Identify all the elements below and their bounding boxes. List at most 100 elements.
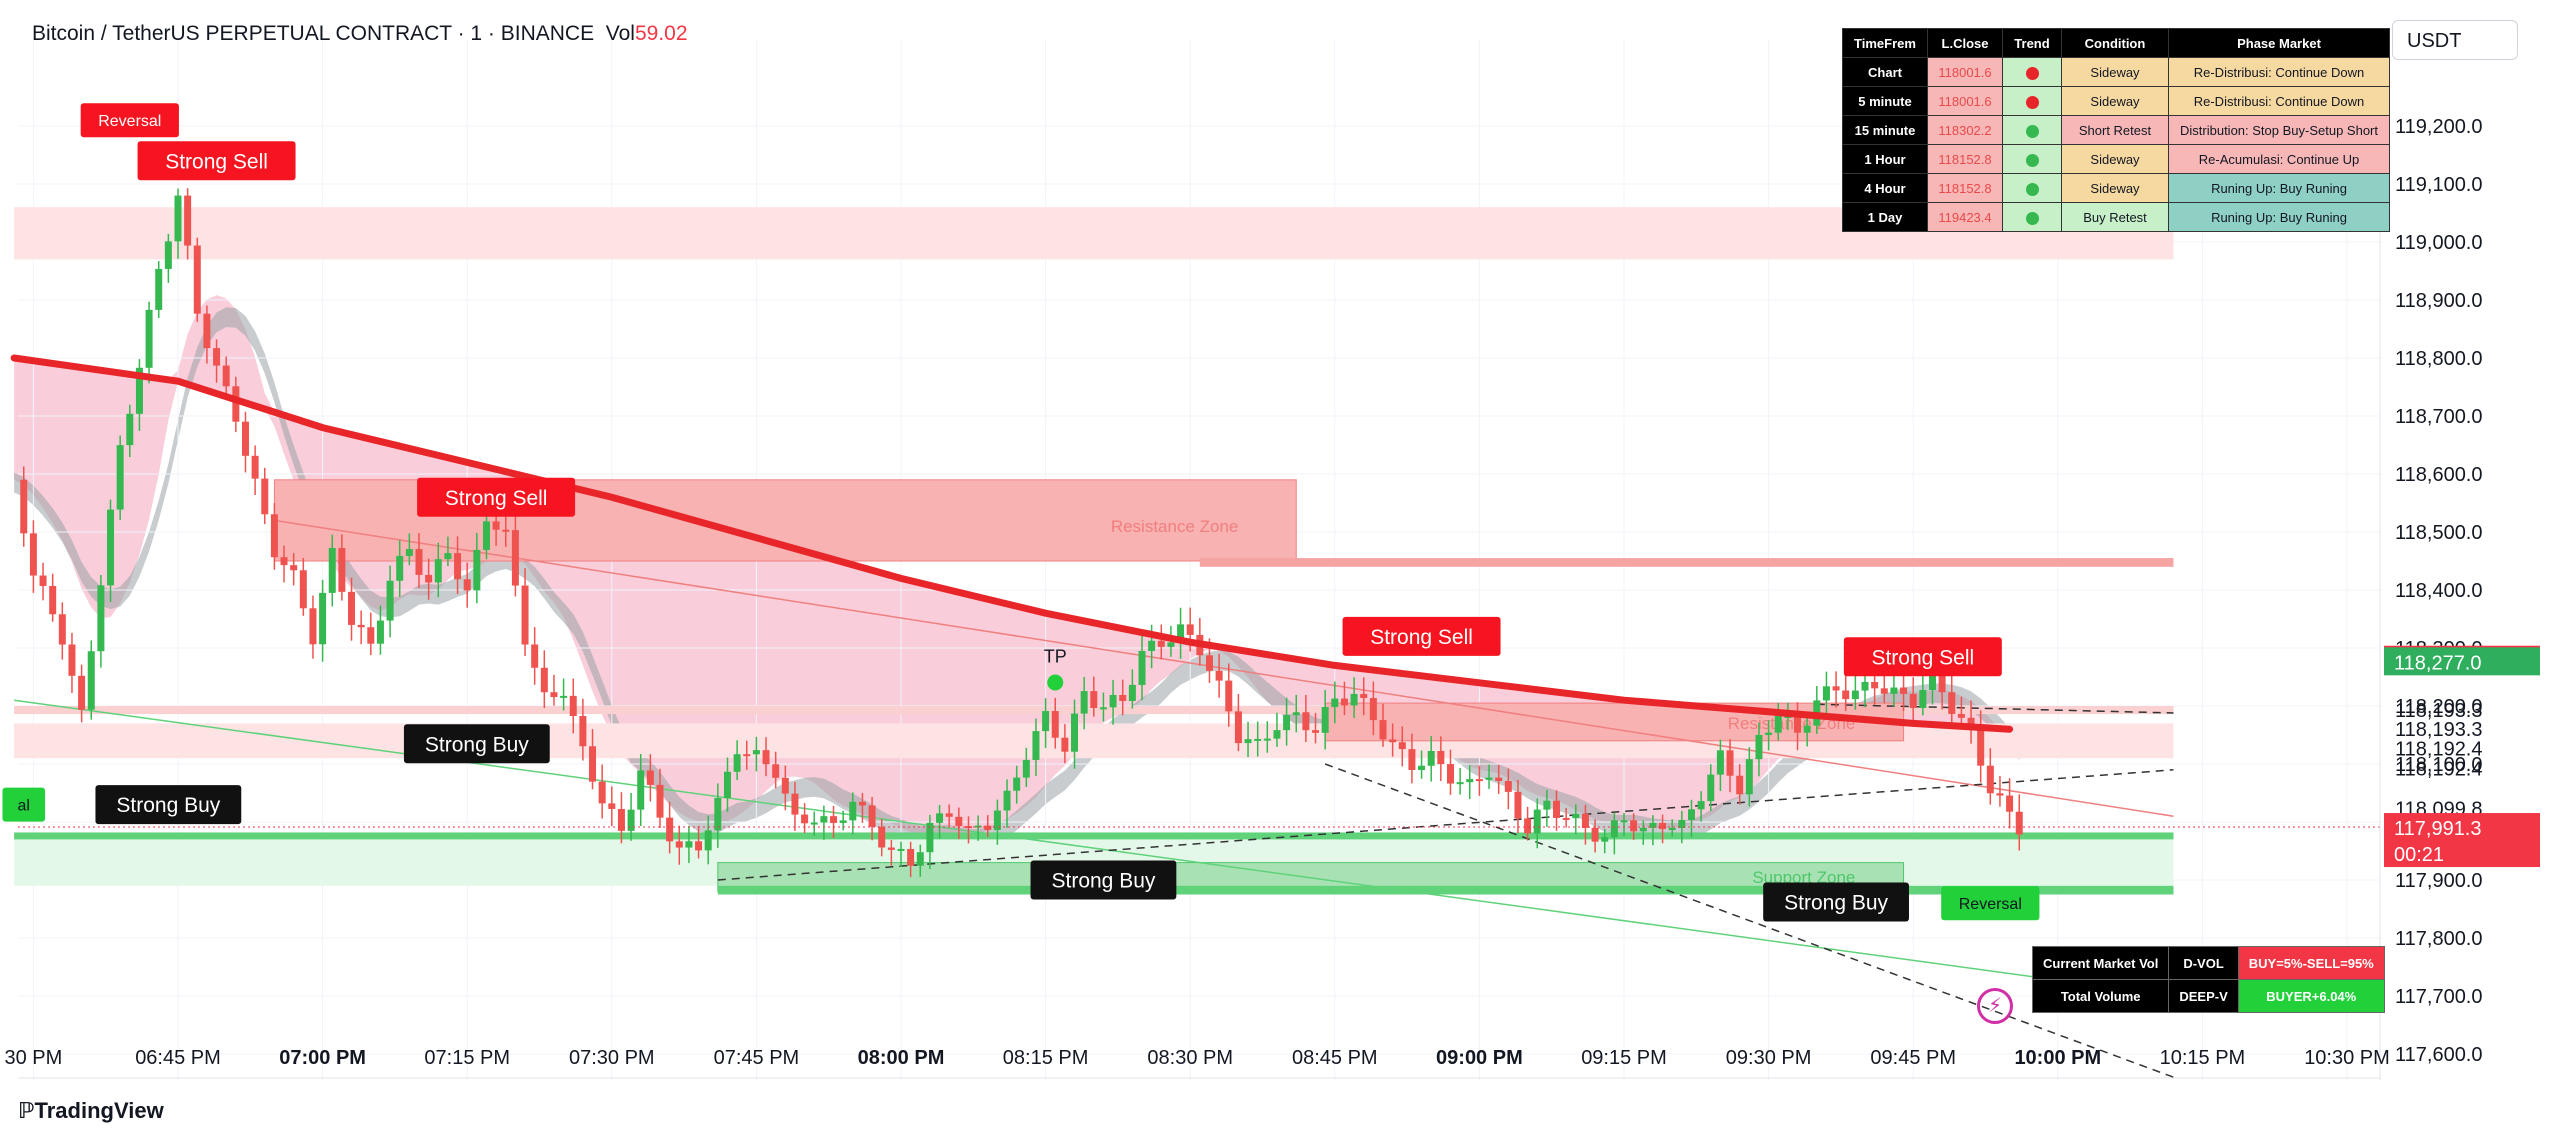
price-axis[interactable]: 119,200.0 119,100.0 119,000.0 118,900.0 118,… (2379, 40, 2540, 1080)
candle-body (270, 514, 278, 558)
price-tick: 117,600.0 (2395, 1044, 2483, 1066)
timeframe-row: 5 minute 118001.6 Sideway Re-Distribusi: Co… (1842, 86, 2390, 116)
candle-body (1273, 730, 1281, 739)
signal-box (1030, 860, 1177, 900)
condition-cell: Sideway (2061, 173, 2169, 203)
price-tick: 118,100.0 (2395, 754, 2483, 776)
condition-cell: Sideway (2061, 86, 2169, 116)
signal-box (403, 724, 550, 764)
price-tick: 118,400.0 (2395, 580, 2483, 602)
candle-body (1851, 690, 1859, 700)
candle-body (1225, 680, 1233, 712)
candle-body (1418, 765, 1426, 770)
price-tick: 117,900.0 (2395, 870, 2483, 892)
time-tick: 10:30 PM (2304, 1047, 2390, 1069)
candle-body (1321, 707, 1329, 733)
candle-body (1263, 738, 1271, 741)
candle-body (617, 808, 625, 831)
candle-body (1312, 730, 1320, 733)
trend-dot-icon (2025, 182, 2039, 196)
candle-body (1620, 820, 1628, 823)
candle-body (309, 608, 317, 645)
candle-body (29, 533, 37, 576)
time-tick: 08:30 PM (1147, 1047, 1233, 1069)
candle-body (39, 575, 47, 586)
candle-body (87, 651, 95, 710)
candle-body (521, 585, 529, 645)
candle-body (666, 817, 674, 842)
signal-label: Strong Buy (425, 733, 529, 756)
candle-body (1957, 713, 1965, 718)
candle-body (357, 624, 365, 628)
price-tick: 117,800.0 (2395, 928, 2483, 950)
candle-body (290, 565, 298, 571)
candle-body (1157, 640, 1165, 647)
candle-body (1765, 732, 1773, 735)
time-tick: 07:15 PM (424, 1047, 510, 1069)
time-tick: 30 PM (4, 1047, 62, 1069)
phase-cell: Runing Up: Buy Runing (2168, 173, 2390, 203)
candle-body (695, 841, 703, 851)
candle-body (126, 413, 134, 446)
time-axis[interactable]: 30 PM 06:45 PM 07:00 PM 07:15 PM 07:30 PM 07:… (4, 1047, 2390, 1079)
candle-body (868, 805, 876, 827)
candle-body (1639, 827, 1647, 832)
price-tick: 118,600.0 (2395, 464, 2483, 486)
timeframe-row: 4 Hour 118152.8 Sideway Runing Up: Buy Runi… (1842, 173, 2390, 203)
candle-body (598, 781, 606, 804)
signal-label: Strong Sell (1370, 626, 1473, 649)
candle-body (386, 580, 394, 621)
candle-body (1736, 775, 1744, 795)
candle-body (203, 313, 211, 349)
lightning-icon[interactable]: ⚡ (1977, 988, 2013, 1024)
candle-body (482, 521, 490, 550)
candle-body (1138, 650, 1146, 685)
currency-label: USDT (2407, 30, 2462, 52)
ribbon-bands (14, 295, 2020, 849)
signal-box (1763, 882, 1909, 922)
price-tick: 118,200.0 (2395, 696, 2483, 718)
time-tick: 09:45 PM (1870, 1047, 1956, 1069)
price-tick: 119,200.0 (2395, 116, 2483, 138)
candle-body (49, 585, 57, 615)
candle-body (1003, 790, 1011, 811)
candle-body (1967, 717, 1975, 728)
candle-body (849, 801, 857, 821)
tp-marker (1047, 674, 1064, 691)
candle-body (781, 777, 789, 794)
candle-body (164, 241, 172, 269)
candle-body (107, 509, 115, 586)
volume-value-cell: BUY=5%-SELL=95% (2237, 946, 2385, 980)
candle-body (1302, 712, 1310, 731)
candle-body (897, 848, 905, 851)
candle-body (1726, 750, 1734, 776)
candle-body (560, 695, 568, 698)
phase-cell: Runing Up: Buy Runing (2168, 202, 2390, 232)
candle-body (1475, 779, 1483, 782)
candle-body (20, 479, 28, 534)
candle-body (1745, 759, 1753, 795)
time-tick: 07:45 PM (714, 1047, 800, 1069)
candle-body (1803, 725, 1811, 733)
currency-selector[interactable]: USDT (2392, 20, 2518, 60)
candle-body (213, 348, 221, 366)
candle-body (1437, 751, 1445, 765)
col-phase: Phase Market (2168, 28, 2390, 58)
condition-cell: Short Retest (2061, 115, 2169, 145)
candle-body (993, 810, 1001, 831)
zone-label: Resistance Zone (1111, 517, 1239, 536)
candle-body (1668, 828, 1676, 831)
candle-body (1861, 681, 1869, 691)
candle-body (801, 814, 809, 824)
candle-body (1205, 655, 1213, 671)
signal-box (137, 141, 296, 181)
signal-label: Strong Sell (445, 487, 548, 510)
price-tick: 117,700.0 (2395, 986, 2483, 1008)
candle-body (1504, 780, 1512, 792)
candle-body (1553, 800, 1561, 818)
candle-body (1051, 711, 1059, 738)
candle-body (1755, 734, 1763, 760)
signal-label: Reversal (98, 113, 161, 130)
signal-label: Strong Sell (1871, 646, 1974, 669)
